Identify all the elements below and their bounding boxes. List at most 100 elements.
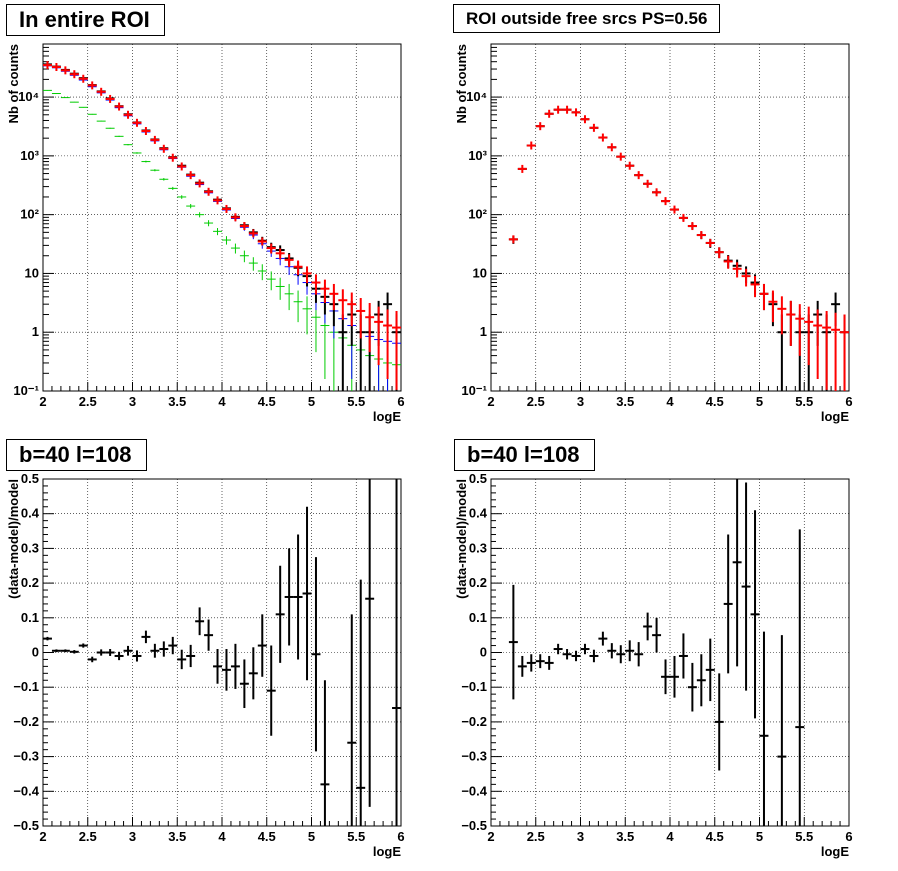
residual-point xyxy=(705,638,715,702)
data-point xyxy=(338,289,348,320)
residual-point xyxy=(257,614,267,677)
data-point xyxy=(822,311,832,390)
data-point xyxy=(275,248,285,260)
data-point xyxy=(96,120,106,122)
x-tick-label: 4 xyxy=(666,394,674,409)
data-point xyxy=(670,205,679,214)
residual-point xyxy=(248,647,258,700)
data-point xyxy=(634,171,644,180)
residual-point xyxy=(625,640,635,662)
data-point xyxy=(275,277,285,300)
y-tick-label: 0.5 xyxy=(21,471,39,486)
x-tick-label: 2.5 xyxy=(527,394,545,409)
data-point xyxy=(186,203,196,209)
residual-point xyxy=(284,548,294,646)
data-point xyxy=(51,62,61,71)
x-axis-label: logE xyxy=(821,844,849,859)
y-tick-label: −0.4 xyxy=(13,783,39,798)
y-tick-label: 0 xyxy=(32,645,39,660)
y-tick-label: 10³ xyxy=(20,148,39,163)
x-axis-label: logE xyxy=(821,409,849,424)
y-tick-label: −0.2 xyxy=(13,714,39,729)
data-point xyxy=(105,94,115,103)
residual-point xyxy=(598,631,608,646)
panel-title-3: b=40 l=108 xyxy=(6,439,147,471)
residual-point xyxy=(517,655,527,677)
residual-point xyxy=(141,630,151,644)
residual-point xyxy=(723,534,733,674)
data-point xyxy=(257,237,267,246)
y-tick-label: 0.1 xyxy=(469,610,487,625)
residual-point xyxy=(186,644,196,668)
data-point xyxy=(302,266,312,284)
data-point xyxy=(78,106,88,108)
data-point xyxy=(141,160,151,163)
y-tick-label: 10 xyxy=(473,265,487,280)
panel-title-4: b=40 l=108 xyxy=(454,439,595,471)
y-tick-label: 0.4 xyxy=(21,506,40,521)
data-point xyxy=(114,135,124,137)
residual-point xyxy=(732,479,742,667)
data-point xyxy=(329,283,339,311)
y-tick-label: 10⁴ xyxy=(18,89,39,104)
data-point xyxy=(69,101,79,103)
residual-point xyxy=(311,557,321,752)
y-tick-label: 0.5 xyxy=(469,471,487,486)
residual-point xyxy=(150,643,160,658)
data-point xyxy=(553,105,563,114)
y-axis-label: Nb of counts xyxy=(6,44,21,123)
data-point xyxy=(302,296,312,335)
data-point xyxy=(625,161,635,170)
data-point xyxy=(517,164,527,173)
data-point xyxy=(87,81,97,90)
y-tick-label: −0.1 xyxy=(13,679,39,694)
plot-panel-3: 2 2.5 3 3.5 4 4.5 5 5.5 6 −0.5 −0.4 −0.3 −0.2 −0.1 0 0.… xyxy=(6,471,405,859)
data-point xyxy=(392,311,401,390)
y-tick-label: 10² xyxy=(20,207,39,222)
data-point xyxy=(293,260,303,276)
data-point xyxy=(230,243,240,254)
x-tick-label: 6 xyxy=(397,829,404,844)
plot-panel-4: 2 2.5 3 3.5 4 4.5 5 5.5 6 −0.5 −0.4 −0.3 −0.2 −0.1 0 0.… xyxy=(454,471,853,859)
data-point xyxy=(222,236,231,245)
data-point xyxy=(159,144,169,153)
data-point xyxy=(257,264,267,281)
x-tick-label: 2 xyxy=(487,829,494,844)
residual-point xyxy=(643,612,653,641)
data-point xyxy=(589,123,599,132)
y-tick-label: 10³ xyxy=(468,148,487,163)
data-point xyxy=(266,271,276,291)
x-axis-label: logE xyxy=(373,409,401,424)
data-point xyxy=(813,309,823,380)
residual-point xyxy=(222,649,231,691)
x-tick-label: 3.5 xyxy=(616,829,634,844)
x-tick-label: 6 xyxy=(397,394,404,409)
plot-panel-1: 2 2.5 3 3.5 4 4.5 5 5.5 6 10⁻¹ 1 10 10² 10³ 10⁴ logE Nb … xyxy=(6,43,405,424)
y-tick-label: 1 xyxy=(480,324,487,339)
data-point xyxy=(723,255,733,269)
data-point xyxy=(580,115,590,124)
residual-point xyxy=(741,482,751,691)
residual-point xyxy=(159,641,169,657)
data-point xyxy=(284,283,294,311)
data-point xyxy=(87,113,97,115)
data-point xyxy=(311,302,321,353)
x-tick-label: 5 xyxy=(756,829,763,844)
data-point xyxy=(204,187,214,196)
data-point xyxy=(186,171,196,180)
data-point xyxy=(123,110,133,119)
residual-point xyxy=(670,655,679,698)
data-point xyxy=(616,152,626,161)
data-point xyxy=(759,283,769,311)
x-tick-label: 5.5 xyxy=(347,394,365,409)
y-tick-label: 0.3 xyxy=(21,540,39,555)
data-point xyxy=(571,108,581,117)
residual-point xyxy=(795,529,805,826)
data-point xyxy=(195,212,205,218)
data-point xyxy=(266,243,276,254)
x-tick-label: 5.5 xyxy=(795,394,813,409)
residual-point xyxy=(607,643,617,659)
residual-point xyxy=(96,649,106,656)
residual-point xyxy=(562,649,572,660)
y-tick-label: −0.2 xyxy=(461,714,487,729)
